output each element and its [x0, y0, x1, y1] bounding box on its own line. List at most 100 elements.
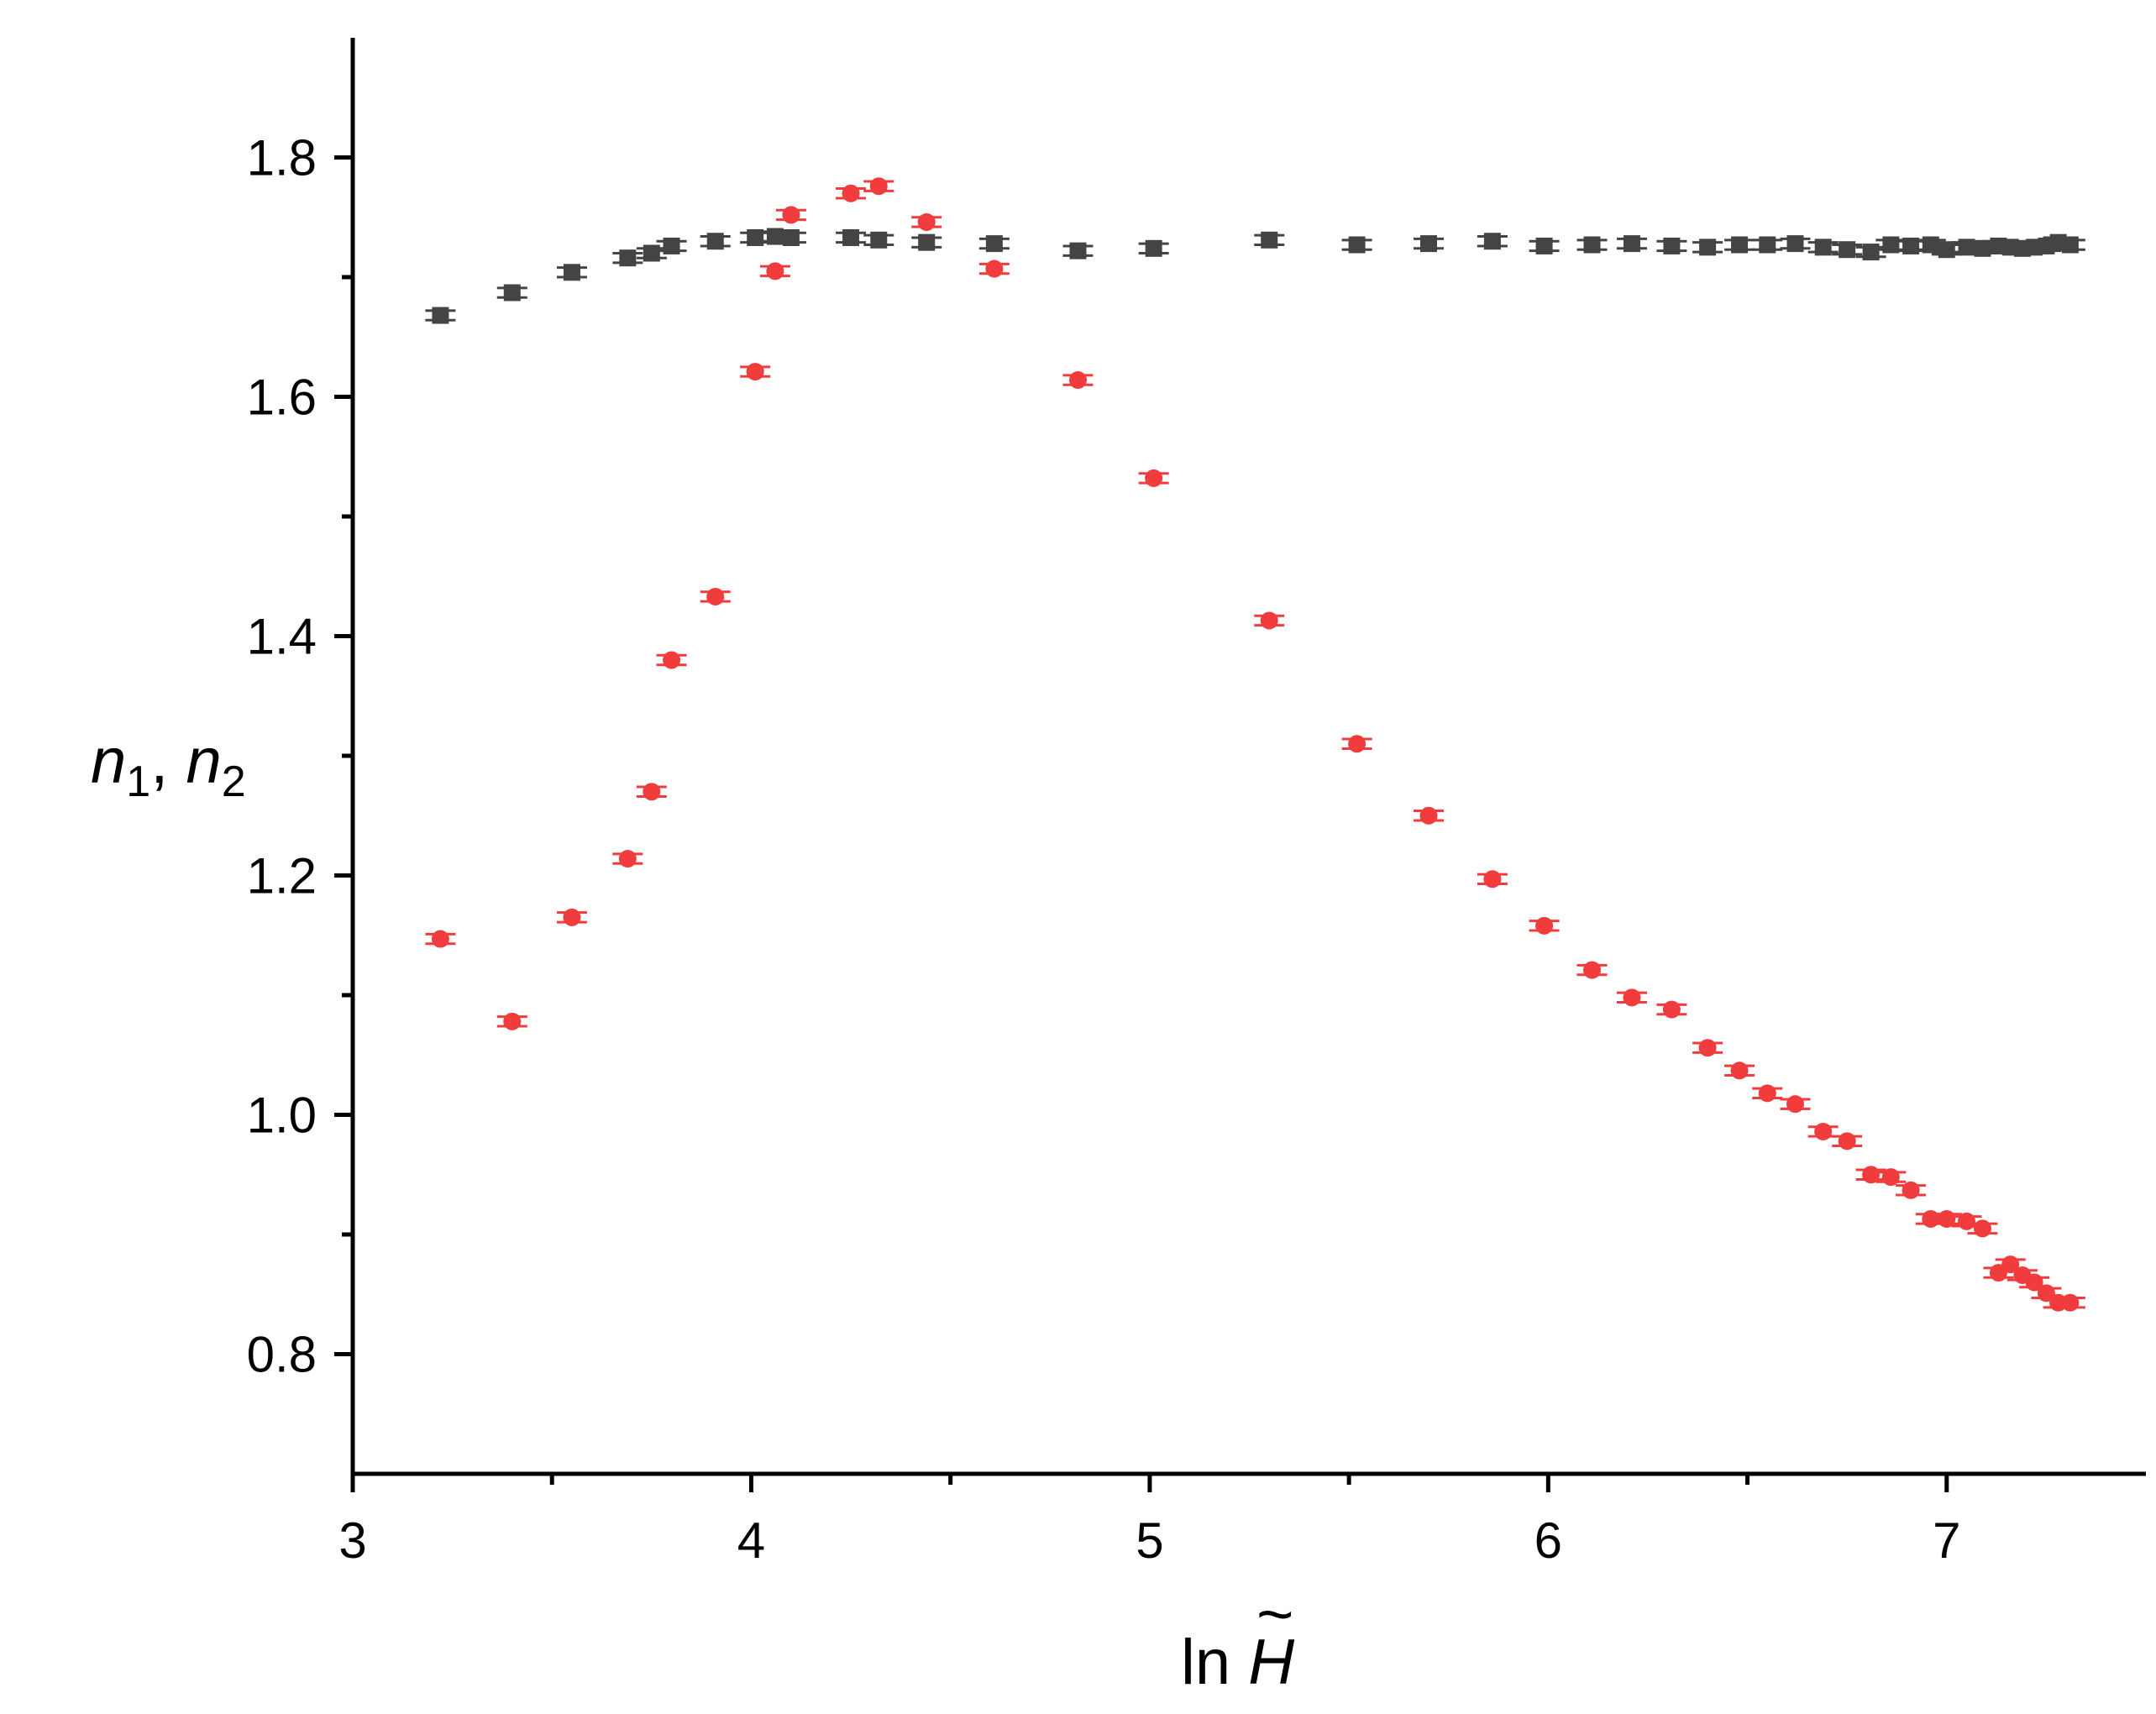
y-tick-label: 1.4 — [247, 609, 317, 665]
data-point-circle — [766, 262, 784, 280]
data-point-circle — [1483, 870, 1502, 888]
y-tick-label: 0.8 — [247, 1327, 317, 1383]
data-point-circle — [782, 206, 800, 224]
data-point-circle — [1419, 806, 1438, 825]
y-label-separator: , — [150, 726, 186, 797]
data-point-square — [663, 237, 680, 254]
y-label-n1-subscript: 1 — [126, 757, 150, 806]
data-point-square — [747, 228, 764, 246]
data-point-square — [1974, 239, 1991, 257]
series-circles — [425, 177, 2085, 1312]
data-point-circle — [1922, 1209, 1940, 1228]
y-tick-label: 1.2 — [247, 848, 317, 904]
data-point-circle — [746, 363, 764, 381]
data-point-square — [870, 231, 888, 249]
data-point-square — [2061, 236, 2079, 254]
data-point-circle — [563, 908, 581, 926]
data-point-square — [563, 264, 580, 281]
data-point-circle — [1623, 988, 1641, 1007]
data-point-circle — [663, 651, 681, 669]
data-point-square — [1786, 235, 1804, 253]
data-point-circle — [1973, 1219, 1991, 1238]
data-point-square — [1348, 236, 1366, 254]
data-point-circle — [2025, 1273, 2043, 1292]
data-point-square — [985, 235, 1003, 253]
data-point-circle — [1786, 1095, 1804, 1114]
data-point-circle — [1814, 1122, 1833, 1140]
x-label-symbol: H — [1248, 1627, 1294, 1698]
data-point-circle — [869, 177, 888, 196]
data-point-circle — [1583, 961, 1602, 979]
data-point-circle — [2001, 1255, 2020, 1274]
data-point-square — [1623, 235, 1640, 253]
x-tick-label: 5 — [1136, 1512, 1163, 1569]
data-point-square — [918, 233, 936, 251]
data-point-circle — [985, 259, 1004, 278]
data-point-circle — [1862, 1166, 1881, 1184]
data-point-square — [1922, 236, 1939, 254]
data-point-square — [1420, 235, 1437, 253]
y-tick-label: 1.0 — [247, 1088, 317, 1144]
data-point-circle — [1662, 1000, 1681, 1019]
data-point-square — [1938, 241, 1955, 259]
data-point-circle — [1348, 735, 1367, 753]
data-point-circle — [917, 212, 936, 231]
data-point-square — [1535, 237, 1553, 254]
data-point-square — [1261, 231, 1278, 249]
data-point-circle — [1260, 611, 1278, 630]
data-point-circle — [1068, 371, 1087, 390]
data-point-circle — [618, 850, 637, 868]
data-point-circle — [431, 930, 449, 948]
series-layer — [425, 177, 2085, 1312]
data-point-square — [503, 284, 521, 301]
data-point-square — [1759, 236, 1776, 254]
x-label-accent: ~ — [1256, 1579, 1293, 1650]
data-point-square — [432, 307, 449, 324]
y-axis-label: n1, n2 — [91, 726, 246, 806]
data-point-square — [1862, 244, 1880, 261]
data-point-circle — [643, 783, 661, 801]
data-point-circle — [1881, 1168, 1900, 1187]
data-point-square — [1583, 236, 1601, 254]
data-point-square — [842, 228, 860, 246]
y-ticks: 0.8 1.0 1.2 1.4 1.6 1.8 — [247, 130, 353, 1383]
data-point-square — [1663, 237, 1681, 254]
y-tick-label: 1.6 — [247, 370, 317, 426]
data-point-square — [706, 233, 724, 250]
x-tick-label: 7 — [1933, 1512, 1960, 1569]
data-point-circle — [1902, 1181, 1920, 1199]
data-point-circle — [1958, 1212, 1975, 1230]
series-squares — [425, 228, 2085, 324]
data-point-circle — [1838, 1132, 1856, 1151]
data-point-square — [1483, 233, 1501, 250]
x-ticks: 3 4 5 6 7 — [338, 1474, 1960, 1569]
data-point-circle — [1698, 1039, 1717, 1057]
x-axis-label: ln H — [1181, 1627, 1294, 1698]
data-point-circle — [706, 587, 725, 605]
data-point-square — [619, 249, 637, 267]
data-point-square — [1731, 236, 1749, 254]
data-point-circle — [1145, 469, 1163, 487]
data-point-square — [1069, 242, 1087, 259]
data-point-square — [1882, 236, 1900, 254]
data-point-square — [1145, 239, 1162, 257]
data-point-square — [1839, 241, 1856, 259]
x-tick-label: 6 — [1534, 1512, 1562, 1569]
y-label-n2-subscript: 2 — [222, 757, 246, 806]
data-point-square — [782, 228, 800, 246]
data-point-circle — [842, 184, 860, 202]
y-tick-label: 1.8 — [247, 130, 317, 186]
data-point-circle — [503, 1012, 522, 1030]
data-point-square — [643, 244, 660, 262]
data-point-circle — [1730, 1061, 1749, 1080]
y-label-n1: n — [91, 726, 126, 797]
data-point-circle — [2061, 1293, 2080, 1312]
x-label-prefix: ln — [1181, 1627, 1248, 1698]
y-label-n2: n — [186, 726, 221, 797]
data-point-square — [1699, 238, 1717, 256]
data-point-square — [1814, 238, 1832, 256]
data-point-square — [1902, 237, 1920, 254]
data-point-circle — [1758, 1084, 1776, 1103]
x-tick-label: 4 — [737, 1512, 765, 1569]
